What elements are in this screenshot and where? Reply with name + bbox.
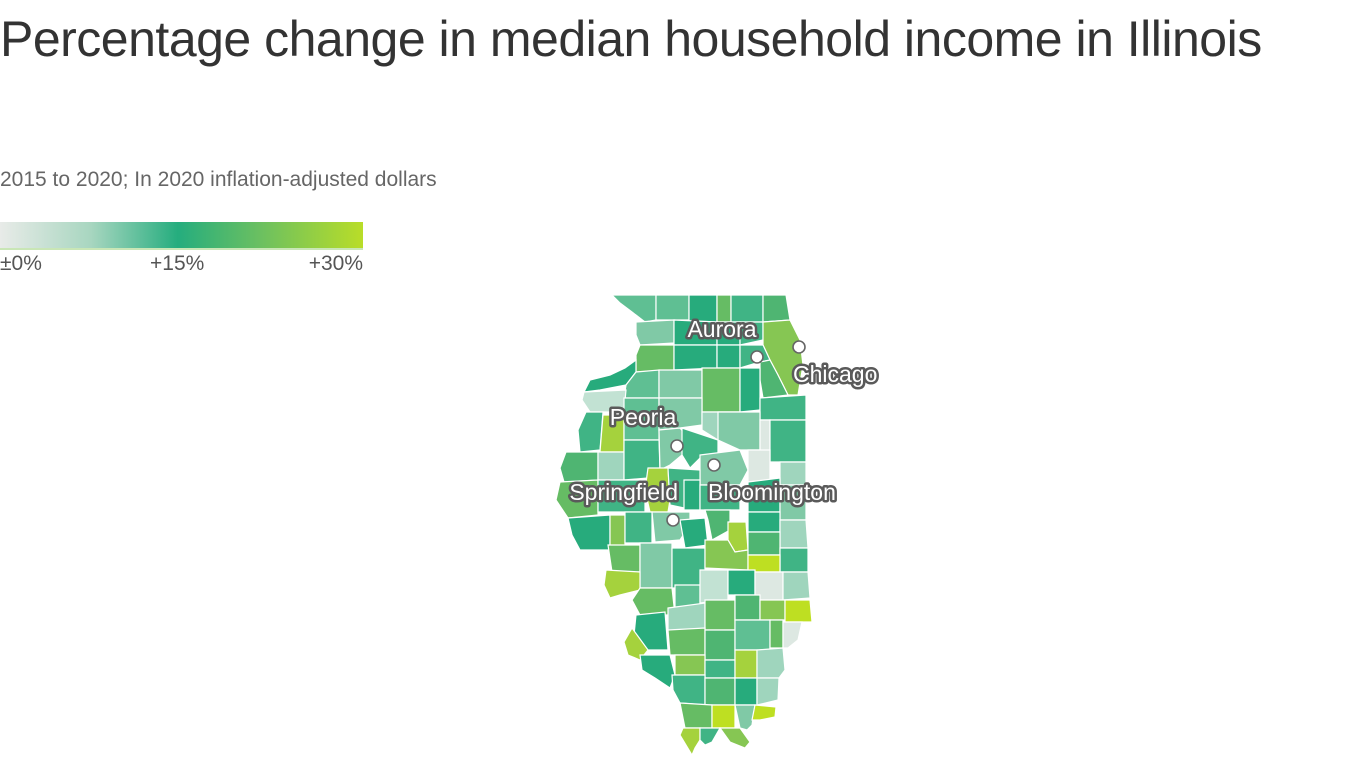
city-dot-aurora[interactable]: [750, 350, 764, 364]
county[interactable]: [683, 479, 701, 511]
county[interactable]: [699, 727, 722, 746]
county[interactable]: [667, 602, 706, 633]
county[interactable]: [704, 599, 736, 631]
county[interactable]: [734, 704, 756, 731]
county[interactable]: [716, 344, 741, 369]
county[interactable]: [679, 702, 713, 729]
counties: [555, 294, 813, 757]
county[interactable]: [704, 509, 731, 541]
county[interactable]: [762, 294, 791, 323]
county[interactable]: [782, 621, 803, 649]
chart-title: Percentage change in median household in…: [0, 11, 1262, 67]
city-label-bloomington: Bloomington: [708, 479, 836, 505]
county[interactable]: [759, 394, 807, 421]
county[interactable]: [577, 411, 604, 453]
city-dot-chicago[interactable]: [792, 340, 806, 354]
county[interactable]: [597, 451, 625, 481]
chart-subtitle: 2015 to 2020; In 2020 inflation-adjusted…: [0, 168, 437, 191]
county[interactable]: [779, 547, 809, 573]
city-label-springfield: Springfield: [569, 479, 678, 505]
county[interactable]: [607, 544, 641, 573]
county[interactable]: [639, 654, 676, 689]
county[interactable]: [603, 569, 641, 599]
county[interactable]: [635, 319, 675, 346]
county[interactable]: [718, 727, 751, 749]
county[interactable]: [747, 531, 781, 556]
county[interactable]: [751, 704, 777, 721]
city-dot-bloomington[interactable]: [707, 458, 721, 472]
county[interactable]: [734, 594, 761, 621]
color-legend: ±0% +15% +30%: [0, 222, 363, 280]
legend-mid-label: +15%: [150, 252, 205, 275]
county[interactable]: [559, 451, 599, 483]
county[interactable]: [747, 449, 771, 483]
county[interactable]: [739, 367, 761, 413]
legend-max-label: +30%: [308, 252, 363, 275]
county[interactable]: [711, 704, 736, 729]
county[interactable]: [704, 629, 736, 661]
county[interactable]: [704, 677, 736, 706]
county[interactable]: [717, 411, 761, 451]
county[interactable]: [699, 484, 741, 511]
county[interactable]: [673, 344, 718, 371]
county[interactable]: [701, 367, 741, 413]
city-label-peoria: Peoria: [610, 404, 677, 430]
county[interactable]: [658, 397, 703, 431]
county[interactable]: [759, 599, 786, 621]
county[interactable]: [734, 619, 771, 651]
legend-labels: ±0% +15% +30%: [0, 250, 363, 280]
county[interactable]: [779, 519, 809, 549]
county[interactable]: [581, 389, 627, 413]
legend-min-label: ±0%: [0, 252, 42, 275]
county[interactable]: [756, 647, 786, 679]
county[interactable]: [769, 419, 807, 463]
county[interactable]: [704, 659, 736, 679]
county[interactable]: [655, 294, 690, 321]
county[interactable]: [734, 649, 758, 679]
county[interactable]: [699, 569, 729, 604]
county[interactable]: [679, 517, 709, 549]
county[interactable]: [610, 294, 657, 323]
city-markers: Aurora Chicago Peoria Springfield Bloomi…: [567, 314, 880, 527]
city-dot-springfield[interactable]: [666, 513, 680, 527]
legend-gradient-bar: [0, 222, 363, 250]
city-label-aurora: Aurora: [687, 316, 756, 342]
county[interactable]: [756, 677, 780, 706]
county[interactable]: [671, 674, 706, 706]
county[interactable]: [567, 514, 611, 551]
county[interactable]: [727, 569, 756, 596]
county[interactable]: [747, 511, 781, 533]
county[interactable]: [769, 619, 784, 649]
county[interactable]: [658, 369, 703, 399]
county[interactable]: [679, 727, 701, 757]
county[interactable]: [623, 626, 649, 661]
county[interactable]: [639, 542, 673, 589]
city-dot-peoria[interactable]: [670, 439, 684, 453]
county[interactable]: [609, 514, 626, 549]
county[interactable]: [674, 654, 706, 676]
county[interactable]: [734, 677, 758, 706]
county[interactable]: [635, 344, 675, 373]
county[interactable]: [782, 571, 811, 601]
county[interactable]: [667, 627, 706, 656]
city-label-chicago: Chicago: [793, 361, 877, 387]
county[interactable]: [624, 511, 653, 544]
county[interactable]: [784, 599, 813, 623]
